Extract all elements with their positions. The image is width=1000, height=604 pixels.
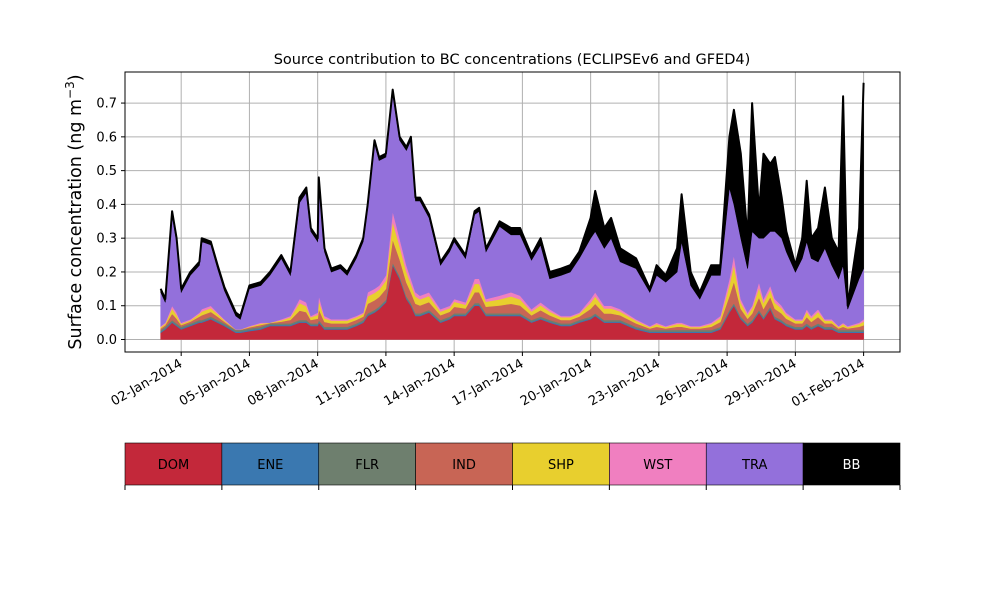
x-tick-label: 08-Jan-2014 xyxy=(245,356,322,409)
plot-frame xyxy=(124,71,901,353)
legend-swatch-dom xyxy=(124,442,223,486)
y-axis: 0.0 0.1 0.2 0.3 0.4 0.5 0.6 0.7 xyxy=(96,97,125,348)
chart-title: Source contribution to BC concentrations… xyxy=(274,52,751,68)
x-tick-label: 17-Jan-2014 xyxy=(450,356,527,409)
y-tick-label: 0.6 xyxy=(96,130,117,145)
y-tick-label: 0.4 xyxy=(96,198,117,213)
x-tick-label: 11-Jan-2014 xyxy=(313,356,390,409)
legend-label: IND xyxy=(452,458,476,473)
x-tick-label: 23-Jan-2014 xyxy=(586,356,663,409)
legend-swatch-ind xyxy=(415,442,513,486)
x-tick-label: 14-Jan-2014 xyxy=(382,356,459,409)
legend-label: FLR xyxy=(355,458,379,473)
x-tick-label: 29-Jan-2014 xyxy=(723,356,800,409)
legend: DOM ENE FLR IND SHP WST TRA BB xyxy=(124,442,901,490)
legend-label: SHP xyxy=(548,458,574,473)
x-tick-label: 20-Jan-2014 xyxy=(518,356,595,409)
x-tick-label: 05-Jan-2014 xyxy=(177,356,254,409)
y-axis-label: Surface concentration (ng m−3) xyxy=(63,74,86,349)
legend-swatch-ene xyxy=(221,442,320,486)
legend-label: TRA xyxy=(741,458,767,473)
total-outline xyxy=(159,82,865,317)
legend-swatch-bb xyxy=(802,442,901,486)
legend-swatch-tra xyxy=(705,442,804,486)
legend-label: DOM xyxy=(158,458,189,473)
x-tick-label: 02-Jan-2014 xyxy=(109,356,186,409)
y-tick-label: 0.2 xyxy=(96,265,117,280)
legend-label: BB xyxy=(843,458,861,473)
legend-swatch-flr xyxy=(318,442,416,486)
x-axis: 02-Jan-201405-Jan-201408-Jan-201411-Jan-… xyxy=(109,352,868,410)
y-tick-label: 0.0 xyxy=(96,333,117,348)
legend-swatch-shp xyxy=(512,442,610,486)
legend-swatch-wst xyxy=(609,442,707,486)
y-tick-label: 0.5 xyxy=(96,164,117,179)
x-tick-label: 01-Feb-2014 xyxy=(789,356,868,410)
y-tick-label: 0.1 xyxy=(96,299,117,314)
x-tick-label: 26-Jan-2014 xyxy=(655,356,732,409)
y-tick-label: 0.3 xyxy=(96,232,117,247)
legend-label: ENE xyxy=(257,458,283,473)
legend-label: WST xyxy=(643,458,672,473)
y-tick-label: 0.7 xyxy=(96,97,117,112)
